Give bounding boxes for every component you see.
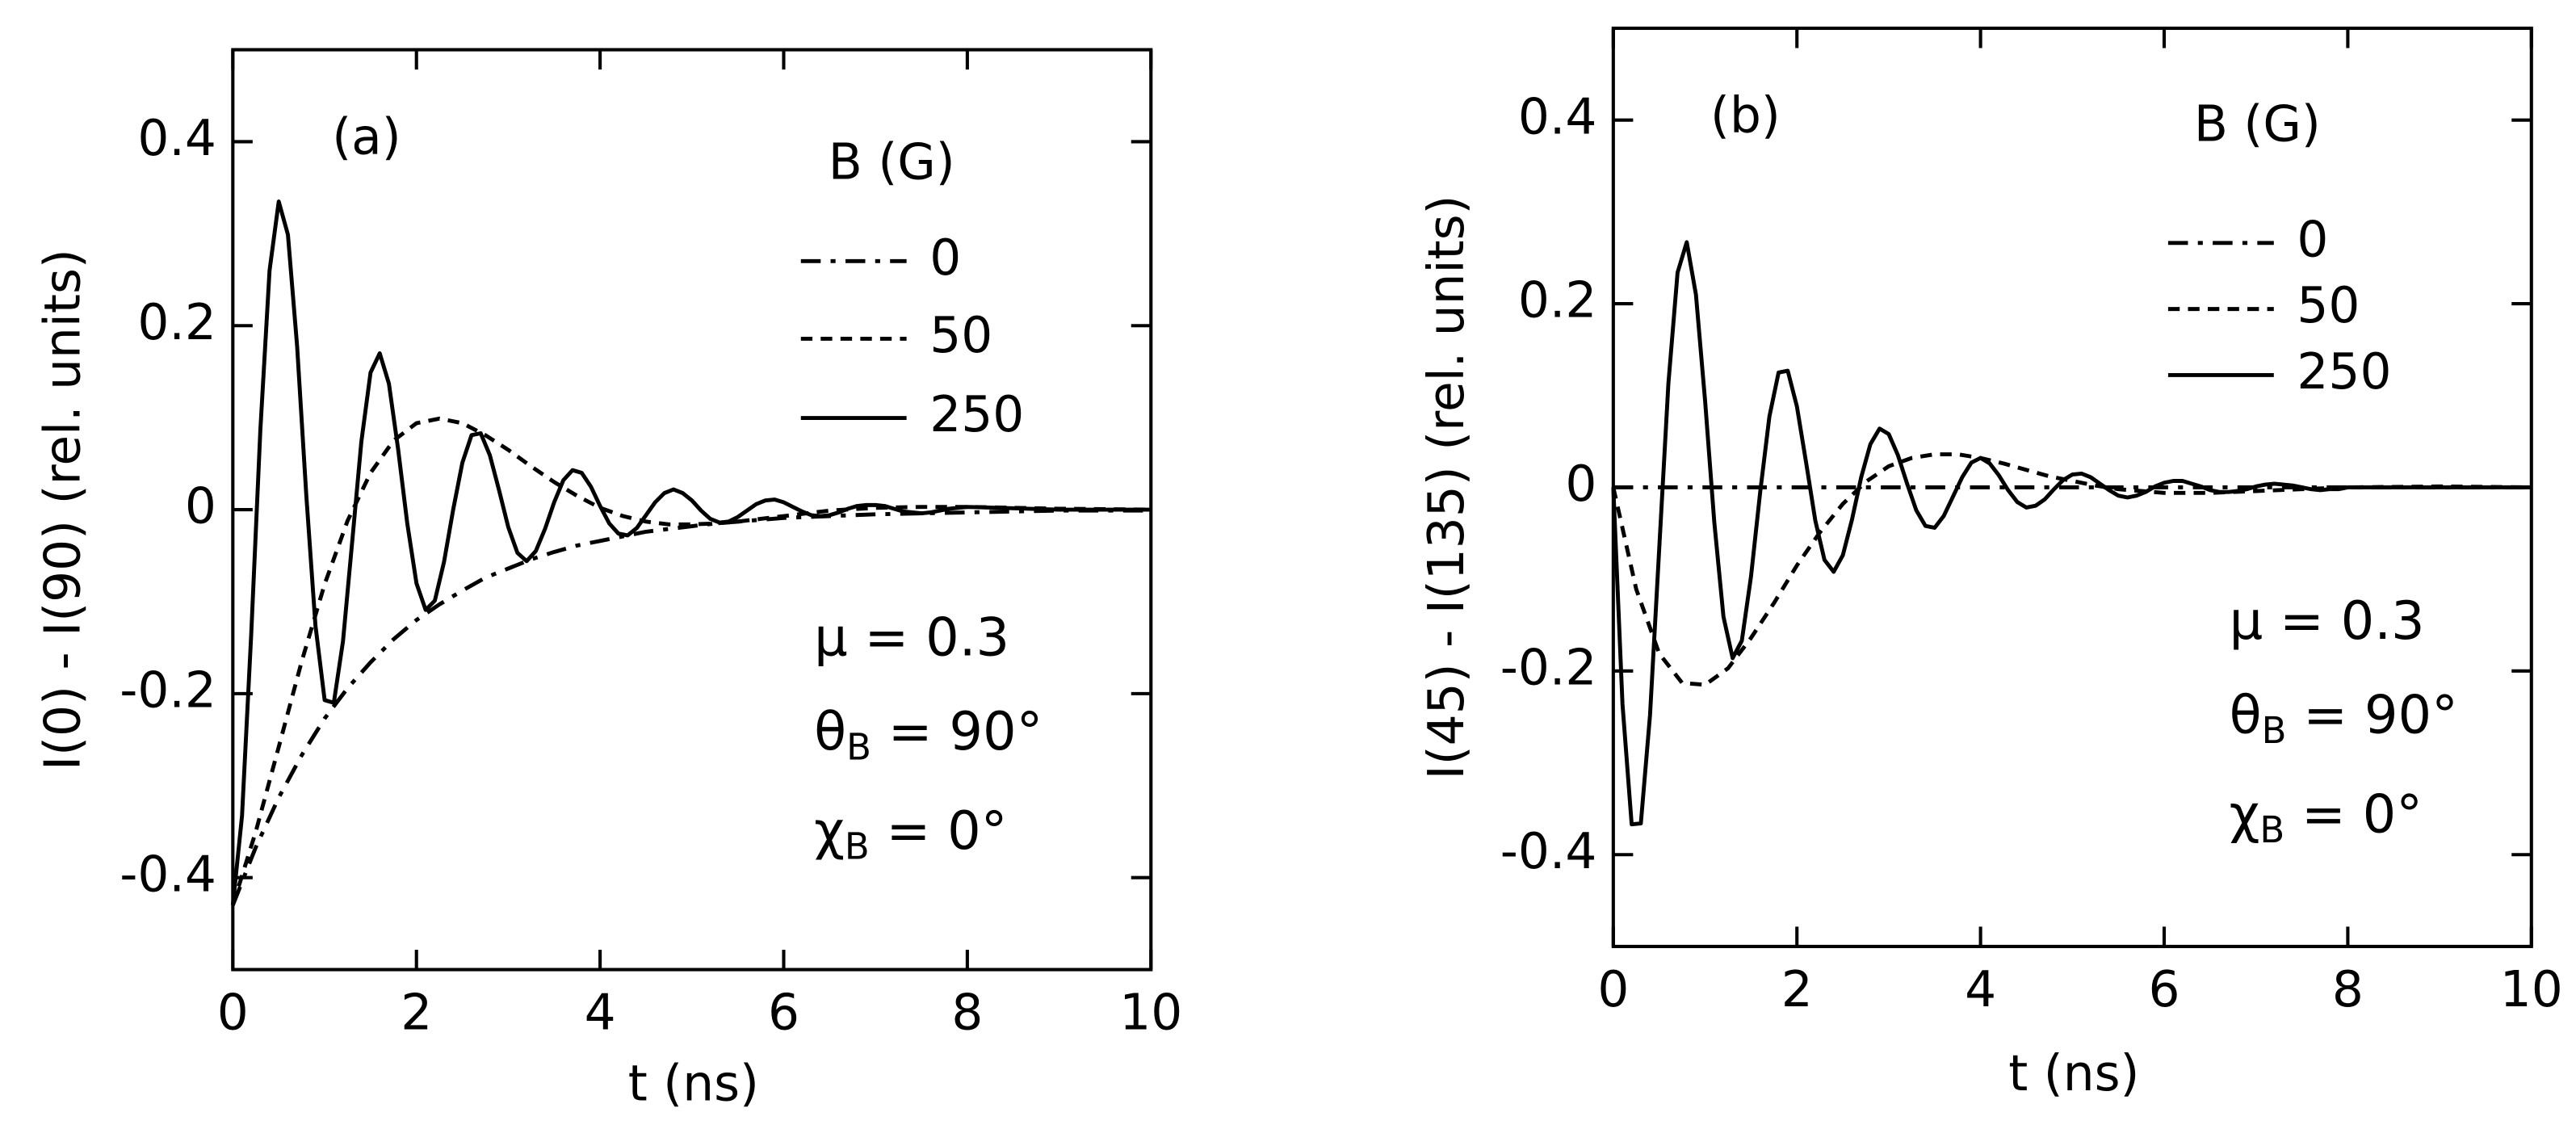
- x-tick-label: 4: [585, 984, 616, 1041]
- panel-title: (b): [1710, 87, 1781, 145]
- legend-label: 0: [929, 229, 961, 287]
- y-tick-label: -0.2: [120, 661, 216, 719]
- panel-title: (a): [332, 109, 401, 166]
- x-tick-label: 8: [2332, 961, 2364, 1018]
- x-tick-label: 10: [2500, 961, 2563, 1018]
- annotation-value: = 90°: [2286, 685, 2457, 746]
- y-tick-label: 0: [185, 478, 216, 535]
- x-tick-label: 0: [217, 984, 249, 1041]
- legend-title: B (G): [829, 133, 955, 191]
- annotation-value: = 0°: [2284, 783, 2423, 845]
- data-line: [1611, 240, 2532, 827]
- x-axis-label: t (ns): [2008, 1045, 2139, 1102]
- annotation: μ = 0.3: [814, 607, 1009, 669]
- x-tick-label: 8: [951, 984, 983, 1041]
- legend-label: 0: [2297, 211, 2328, 268]
- annotation-value: = 0°: [870, 800, 1008, 862]
- x-tick-label: 0: [1597, 961, 1629, 1018]
- annotation-symbol: χ: [814, 800, 845, 862]
- data-line: [230, 416, 1152, 906]
- y-tick-label: 0.4: [137, 110, 216, 167]
- y-tick-label: 0: [1565, 455, 1596, 513]
- annotation-symbol: χ: [2230, 783, 2260, 845]
- y-tick-label: 0.2: [137, 294, 216, 351]
- x-tick-label: 2: [1781, 961, 1813, 1018]
- legend-title: B (G): [2194, 95, 2321, 153]
- annotation-subscript: B: [2259, 808, 2284, 851]
- legend-label: 250: [2297, 343, 2391, 401]
- y-tick-label: 0.4: [1518, 88, 1597, 145]
- panel: -0.4 -0.2 0 0.2 0.4 0 2 4 6 8 10 t (ns) I(0) - I(90)…: [34, 48, 1182, 1112]
- annotation-value: = 90°: [871, 701, 1043, 762]
- y-axis-label: I(45) - I(135) (rel. units): [1418, 195, 1475, 780]
- y-axis-label: I(0) - I(90) (rel. units): [34, 249, 91, 770]
- annotation-symbol: θ: [2230, 685, 2262, 746]
- x-tick-label: 6: [768, 984, 799, 1041]
- annotation: χB = 0°: [2230, 783, 2423, 850]
- annotation-subscript: B: [845, 825, 870, 867]
- data-line: [1611, 452, 2532, 687]
- legend-label: 50: [929, 307, 992, 364]
- panel: -0.4 -0.2 0 0.2 0.4 0 2 4 6 8 10 t (ns) I(45) - I(13…: [1418, 26, 2563, 1102]
- y-tick-label: 0.2: [1518, 272, 1597, 330]
- annotation-symbol: μ = 0.3: [814, 607, 1009, 669]
- y-tick-label: -0.2: [1500, 639, 1597, 696]
- annotation: θB = 90°: [2230, 685, 2458, 752]
- annotation-symbol: μ = 0.3: [2230, 590, 2425, 652]
- data-line: [230, 199, 1152, 906]
- annotation-subscript: B: [846, 726, 871, 769]
- x-tick-label: 2: [401, 984, 432, 1041]
- annotation: χB = 0°: [814, 800, 1007, 867]
- y-tick-label: -0.4: [1500, 823, 1597, 880]
- legend-label: 50: [2297, 277, 2360, 334]
- annotation: θB = 90°: [814, 701, 1043, 768]
- x-axis-label: t (ns): [628, 1055, 759, 1112]
- x-tick-label: 10: [1119, 984, 1182, 1041]
- annotation-subscript: B: [2262, 709, 2287, 752]
- y-tick-label: -0.4: [120, 846, 216, 903]
- x-tick-label: 4: [1965, 961, 1996, 1018]
- legend-label: 250: [929, 386, 1024, 443]
- annotation: μ = 0.3: [2230, 590, 2425, 652]
- annotation-symbol: θ: [814, 701, 846, 762]
- x-tick-label: 6: [2148, 961, 2180, 1018]
